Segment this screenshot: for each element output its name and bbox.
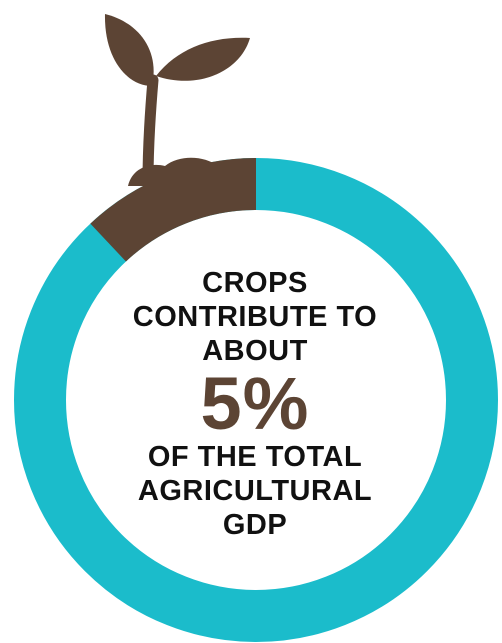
label-line-2: CONTRIBUTE TO xyxy=(100,300,410,334)
percent-value: 5% xyxy=(100,368,410,440)
center-label: CROPS CONTRIBUTE TO ABOUT 5% OF THE TOTA… xyxy=(100,266,410,542)
label-line-5: AGRICULTURAL xyxy=(100,474,410,508)
label-line-4: OF THE TOTAL xyxy=(100,440,410,474)
label-line-1: CROPS xyxy=(100,266,410,300)
label-line-6: GDP xyxy=(100,508,410,542)
ring-slice-crops xyxy=(108,184,256,243)
